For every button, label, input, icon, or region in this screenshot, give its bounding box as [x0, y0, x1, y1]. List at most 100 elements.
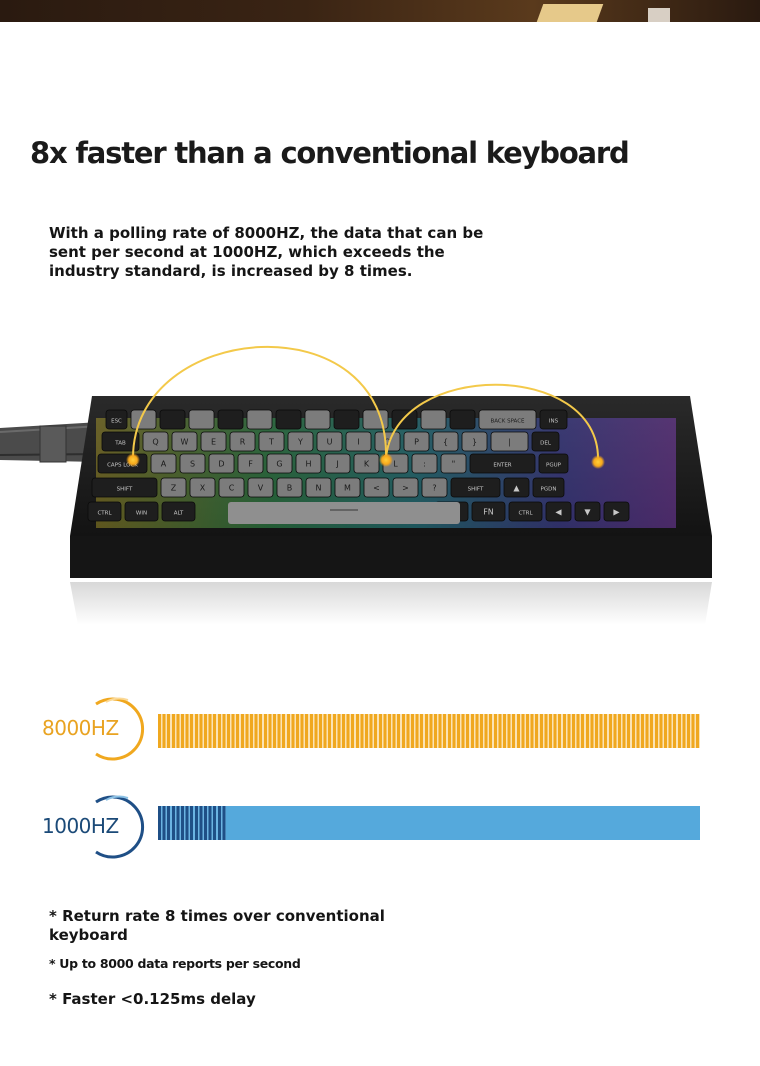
- keycap-label: V: [258, 484, 264, 493]
- keycap-label: WIN: [136, 511, 147, 517]
- rate-bar-8000: [158, 714, 700, 748]
- description: With a polling rate of 8000HZ, the data …: [49, 224, 484, 280]
- keycap-label: }: [472, 438, 477, 447]
- gauge-8000-icon: [95, 697, 145, 761]
- keycap-label: N: [316, 484, 322, 493]
- keycap: [420, 409, 447, 430]
- keycap: [218, 477, 245, 498]
- keycap: [538, 453, 569, 474]
- signal-dot: [126, 453, 140, 467]
- keycap-label: ": [452, 460, 456, 469]
- keycap-label: TAB: [114, 441, 126, 447]
- keycap-label: D: [218, 460, 224, 469]
- usb-cable: [0, 422, 101, 463]
- keycap-label: CTRL: [518, 511, 533, 517]
- keycap: [150, 453, 177, 474]
- keycaps: ESC BACK SPACE INS TAB Q W E R T Y U I O P {} | DEL CAPS …: [87, 409, 630, 522]
- keycap-label: E: [211, 438, 216, 447]
- signal-dot: [379, 453, 393, 467]
- keycap: [229, 431, 256, 452]
- keycap: [295, 453, 322, 474]
- keycap-label: U: [327, 438, 333, 447]
- keyboard-illustration: ESC BACK SPACE INS TAB Q W E R T Y U I O P {} | DEL CAPS …: [0, 346, 712, 625]
- top-photo-strip: [0, 0, 760, 22]
- keycap: [105, 409, 128, 430]
- keycap: [450, 477, 501, 498]
- keycap: [304, 409, 331, 430]
- gauge-1000-icon: [95, 795, 145, 859]
- keycap-label: |: [508, 438, 511, 447]
- keycap: [490, 431, 529, 452]
- signal-dot: [591, 455, 605, 469]
- keycap-label: I: [357, 438, 359, 447]
- keycap-label: ▶: [613, 508, 620, 517]
- rate-row-8000: 8000HZ: [0, 694, 760, 764]
- keycap: [246, 409, 273, 430]
- keycap: [200, 431, 227, 452]
- keycap-label: G: [276, 460, 282, 469]
- lamp-light: [536, 4, 604, 22]
- keycap: [247, 477, 274, 498]
- keycap: [275, 409, 302, 430]
- keycap-label: A: [161, 460, 167, 469]
- keycap: [266, 453, 293, 474]
- keycap-label: Z: [171, 484, 177, 493]
- keycap-label: C: [229, 484, 235, 493]
- keycap: [316, 431, 343, 452]
- keycap: [171, 431, 198, 452]
- keycap-label: ESC: [111, 419, 122, 425]
- keycap: [508, 501, 543, 522]
- keycap-label: DEL: [540, 441, 552, 447]
- keycap-label: ?: [432, 484, 436, 493]
- keycap: [101, 431, 140, 452]
- keycap-label: F: [248, 460, 253, 469]
- keycap: [363, 477, 390, 498]
- keycap-label: :: [423, 460, 426, 469]
- keycap: [217, 409, 244, 430]
- keycap-label: H: [305, 460, 311, 469]
- keycap-label: L: [393, 460, 398, 469]
- keycap-label: J: [335, 460, 338, 469]
- keycap-label: K: [364, 460, 370, 469]
- keycap-label: ALT: [174, 511, 184, 517]
- keycap-label: CAPS LOCK: [107, 463, 138, 469]
- keycap: [469, 453, 536, 474]
- keycap-label: ◀: [555, 508, 562, 517]
- keycap: [188, 409, 215, 430]
- keycap: [503, 477, 530, 498]
- note-delay: * Faster <0.125ms delay: [49, 990, 256, 1008]
- keycap-label: W: [181, 438, 189, 447]
- keycap: [160, 477, 187, 498]
- keycap-label: BACK SPACE: [490, 419, 525, 425]
- keycap-label: R: [240, 438, 246, 447]
- keycap-label: PGDN: [541, 487, 557, 493]
- keyboard-reflection: [70, 582, 712, 625]
- keycap: [287, 431, 314, 452]
- keycap: [539, 409, 568, 430]
- keycap: [345, 431, 372, 452]
- keycap: [432, 431, 459, 452]
- keycap: [478, 409, 537, 430]
- keycap-label: {: [443, 438, 448, 447]
- keycap: [545, 501, 572, 522]
- keycap: [392, 477, 419, 498]
- rate-bar-1000-fill: [158, 806, 226, 840]
- keycap: [411, 453, 438, 474]
- keycap: [333, 409, 360, 430]
- paper-light: [648, 8, 670, 22]
- signal-arcs: [132, 346, 600, 461]
- keycap: [124, 501, 159, 522]
- keycap-label: S: [190, 460, 195, 469]
- keycap-label: Q: [152, 438, 158, 447]
- rate-bar-1000: [158, 806, 700, 840]
- keycap-label: T: [268, 438, 274, 447]
- headline: 8x faster than a conventional keyboard: [30, 136, 630, 170]
- keycap: [276, 477, 303, 498]
- keycap: [603, 501, 630, 522]
- keycap: [258, 431, 285, 452]
- keyboard-front-edge: [70, 536, 712, 578]
- keycap: [189, 477, 216, 498]
- keycap: [87, 501, 122, 522]
- keycap-label: X: [200, 484, 206, 493]
- note-data-reports: * Up to 8000 data reports per second: [49, 956, 301, 971]
